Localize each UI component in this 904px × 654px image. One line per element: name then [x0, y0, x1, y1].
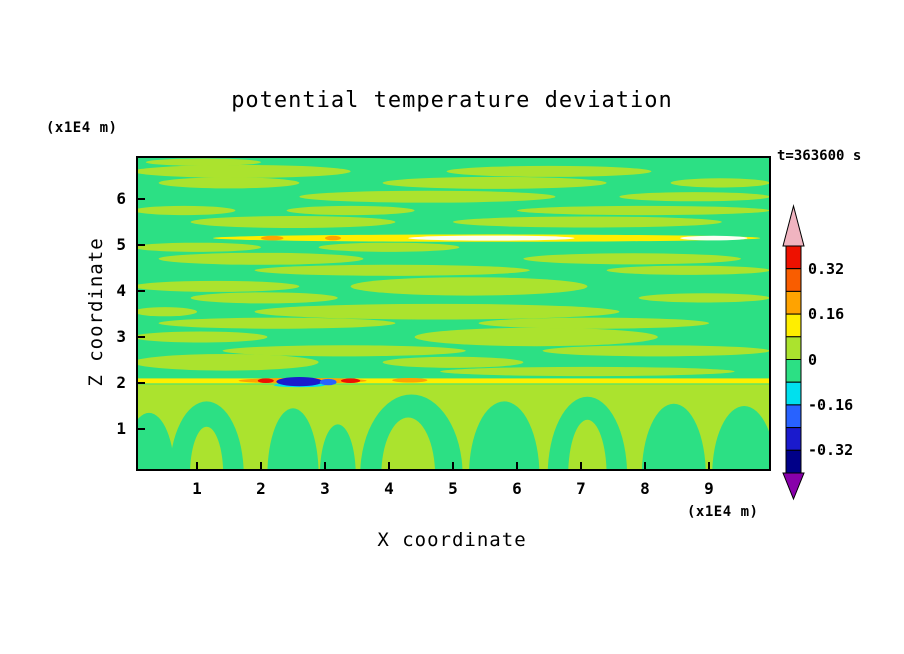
y-tick-label: 4 — [116, 281, 126, 300]
colorbar-segment — [785, 313, 802, 338]
x-tick-label: 6 — [512, 479, 522, 498]
colorbar-label: -0.16 — [808, 395, 854, 414]
y-axis-label: Z coordinate — [85, 237, 107, 387]
x-axis-label: X coordinate — [377, 529, 527, 551]
colorbar-segment — [785, 268, 802, 292]
colorbar-segment — [785, 404, 802, 429]
x-tick-label: 3 — [320, 479, 330, 498]
colorbar-segment — [785, 290, 802, 315]
colorbar-segment — [785, 449, 802, 474]
y-tick-label: 1 — [116, 419, 126, 438]
chart-title: potential temperature deviation — [231, 88, 673, 113]
colorbar-label: 0.32 — [808, 259, 845, 278]
y-tick-label: 2 — [116, 373, 126, 392]
x-tick-label: 2 — [256, 479, 266, 498]
x-tick-label: 9 — [704, 479, 714, 498]
colorbar-segment — [785, 336, 802, 360]
y-axis-unit-label: (x1E4 m) — [46, 120, 118, 136]
contour-field — [137, 157, 770, 470]
colorbar-arrow-top — [782, 204, 805, 247]
x-tick-label: 8 — [640, 479, 650, 498]
x-axis-unit-label: (x1E4 m) — [687, 504, 759, 520]
colorbar-segment — [785, 427, 802, 451]
x-tick-label: 4 — [384, 479, 394, 498]
y-tick-label: 3 — [116, 327, 126, 346]
x-tick-label: 7 — [576, 479, 586, 498]
colorbar-label: -0.32 — [808, 441, 854, 460]
colorbar-label: 0 — [808, 350, 818, 369]
colorbar-segment — [785, 381, 802, 406]
colorbar-arrow-bottom — [782, 472, 805, 501]
colorbar-segment — [785, 359, 802, 383]
x-tick-label: 5 — [448, 479, 458, 498]
colorbar-segment — [785, 245, 802, 270]
y-tick-label: 5 — [116, 235, 126, 254]
time-label: t=363600 s — [777, 148, 862, 164]
y-tick-label: 6 — [116, 189, 126, 208]
x-tick-label: 1 — [192, 479, 202, 498]
colorbar — [782, 204, 805, 501]
colorbar-label: 0.16 — [808, 305, 845, 324]
